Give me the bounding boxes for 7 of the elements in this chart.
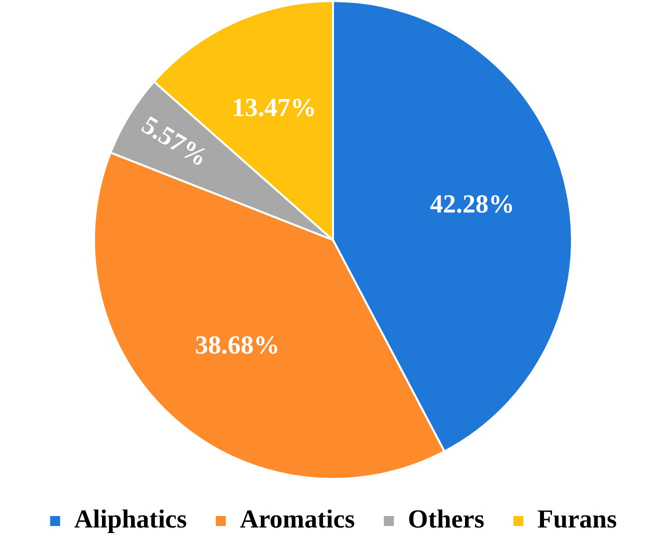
legend-label: Others [408,504,484,534]
legend-label: Aromatics [240,504,355,534]
data-label: 42.28% [430,189,514,218]
data-label: 13.47% [232,92,316,122]
legend-label: Furans [537,504,617,534]
data-label: 38.68% [195,330,280,360]
legend-label: Aliphatics [74,504,187,534]
